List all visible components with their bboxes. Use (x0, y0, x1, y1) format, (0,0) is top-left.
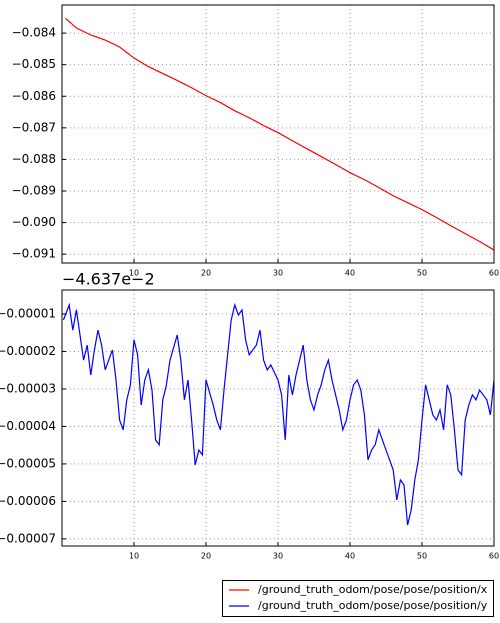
y-tick-label: −0.084 (12, 26, 56, 40)
legend-label: /ground_truth_odom/pose/pose/position/x (258, 583, 488, 596)
y-tick-label: −0.00005 (0, 456, 56, 470)
y-tick-label: −0.00001 (0, 306, 56, 320)
y-tick-label: −0.091 (12, 247, 56, 261)
y-tick-label: −0.00007 (0, 531, 56, 545)
x-tick-label: 40 (345, 269, 355, 278)
y-tick-label: −0.090 (12, 215, 56, 229)
y-tick-label: −0.00006 (0, 494, 56, 508)
y-tick-label: −0.00002 (0, 344, 56, 358)
series-line (65, 17, 495, 251)
y-tick-label: −0.085 (12, 57, 56, 71)
y-tick-label: −0.086 (12, 89, 56, 103)
x-tick-label: 10 (129, 269, 139, 278)
legend-box (222, 580, 494, 617)
x-tick-label: 60 (489, 552, 499, 561)
x-tick-label: 20 (201, 269, 211, 278)
legend-label: /ground_truth_odom/pose/pose/position/y (258, 599, 488, 612)
y-tick-label: −0.089 (12, 184, 56, 198)
y-tick-label: −0.00003 (0, 381, 56, 395)
y-tick-label: −0.087 (12, 120, 56, 134)
y-tick-label: −0.00004 (0, 419, 56, 433)
x-tick-label: 10 (129, 552, 139, 561)
axes-frame (61, 4, 495, 264)
x-tick-label: 50 (417, 552, 427, 561)
x-tick-label: 40 (345, 552, 355, 561)
x-tick-label: 30 (273, 269, 283, 278)
axes-frame (61, 289, 495, 547)
series-line (62, 302, 495, 526)
x-tick-label: 60 (489, 269, 499, 278)
x-tick-label: 20 (201, 552, 211, 561)
offset-text: −4.637e−2 (62, 270, 155, 289)
x-tick-label: 50 (417, 269, 427, 278)
x-tick-label: 30 (273, 552, 283, 561)
y-tick-label: −0.088 (12, 152, 56, 166)
